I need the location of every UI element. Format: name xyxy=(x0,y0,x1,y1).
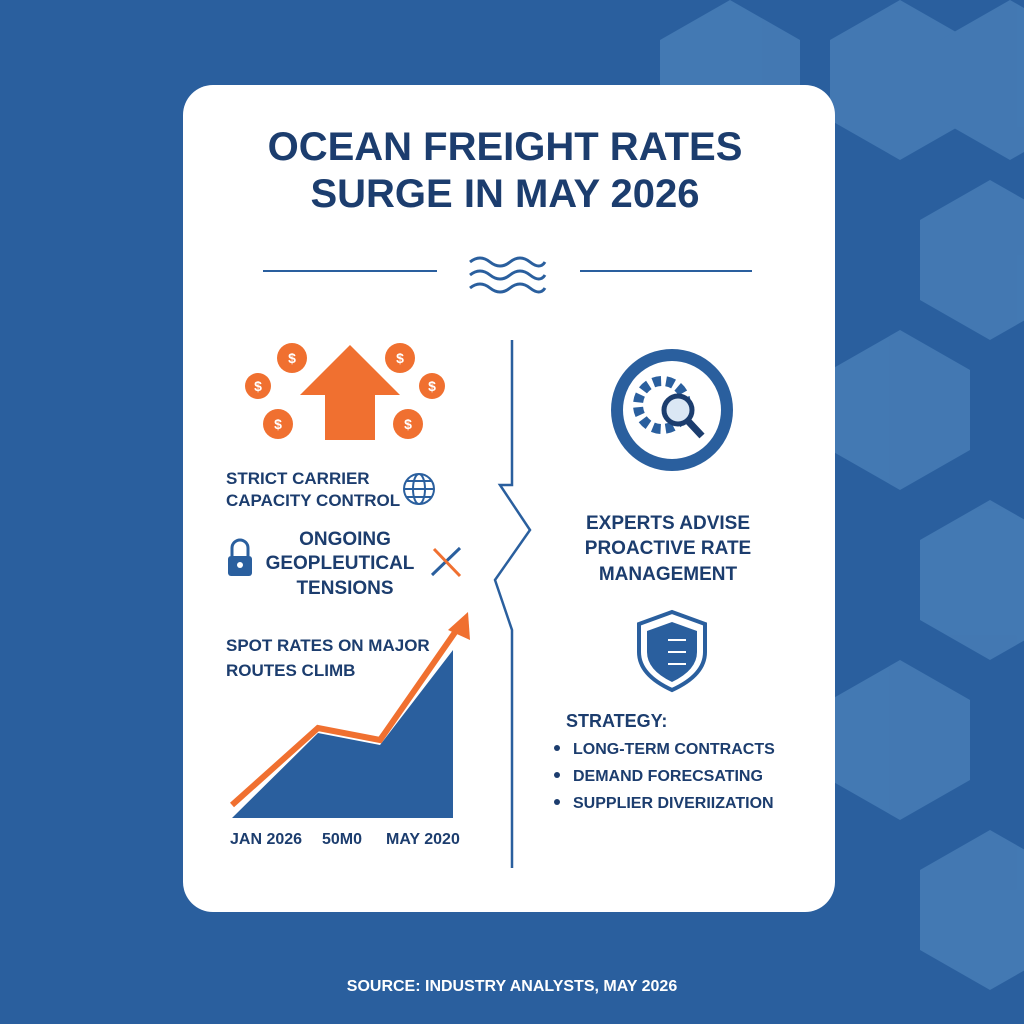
axis-label: 50M0 xyxy=(322,831,362,848)
driver-text: TENSIONS xyxy=(296,578,393,599)
trend-text: ROUTES CLIMB xyxy=(226,661,355,680)
advice-text: EXPERTS ADVISE xyxy=(586,513,750,534)
svg-text:$: $ xyxy=(428,378,436,394)
title-line: OCEAN FREIGHT RATES xyxy=(268,125,743,169)
analysis-icon xyxy=(611,349,733,471)
driver-text: GEOPLEUTICAL xyxy=(266,553,415,574)
axis-label: JAN 2026 xyxy=(230,831,302,848)
shield-icon xyxy=(637,609,707,693)
strategy-item: LONG-TERM CONTRACTS xyxy=(573,741,775,758)
bullets xyxy=(554,745,560,805)
trend-text: SPOT RATES ON MAJOR xyxy=(226,636,430,655)
tools-icon xyxy=(430,546,462,578)
advice-text: MANAGEMENT xyxy=(599,564,738,585)
svg-text:$: $ xyxy=(288,350,296,366)
driver-text: STRICT CARRIER xyxy=(226,469,370,488)
svg-text:$: $ xyxy=(254,378,262,394)
axis-label: MAY 2020 xyxy=(386,831,460,848)
strategy-heading: STRATEGY: xyxy=(566,711,667,731)
strategy-item: DEMAND FORECSATING xyxy=(573,768,763,785)
svg-text:$: $ xyxy=(404,416,412,432)
globe-icon xyxy=(403,473,435,505)
source: SOURCE: INDUSTRY ANALYSTS, MAY 2026 xyxy=(347,978,678,995)
divider xyxy=(263,256,752,868)
trend-graphic xyxy=(229,612,470,818)
svg-text:$: $ xyxy=(396,350,404,366)
lock-icon xyxy=(228,538,252,576)
driver-text: CAPACITY CONTROL xyxy=(226,491,400,510)
driver-text: ONGOING xyxy=(299,529,391,550)
svg-text:$: $ xyxy=(274,416,282,432)
title-line: SURGE IN MAY 2026 xyxy=(310,172,699,216)
rising-cost-icon: $ $ $ $ $ $ xyxy=(245,343,445,440)
strategy-item: SUPPLIER DIVERIIZATION xyxy=(573,795,774,812)
advice-text: PROACTIVE RATE xyxy=(585,538,751,559)
